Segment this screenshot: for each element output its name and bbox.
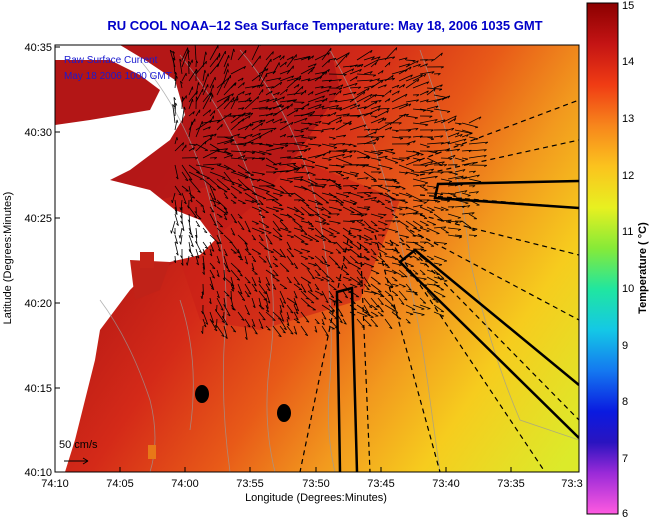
y-tick-label: 40:15 [24, 383, 52, 395]
transect-boxes [335, 179, 579, 472]
map-title: RU COOL NOAA–12 Sea Surface Temperature:… [107, 18, 543, 33]
x-tick-label: 73:50 [302, 478, 330, 490]
x-axis-label: Longitude (Degrees:Minutes) [245, 492, 387, 504]
temperature-colorbar [586, 2, 619, 515]
colorbar-tick: 9 [622, 340, 628, 352]
map-frame [54, 44, 580, 473]
raritan-bay-water [55, 60, 160, 125]
y-axis-tick-labels: 40:35 40:30 40:25 40:20 40:15 40:10 [24, 42, 52, 479]
station-marker-1 [195, 385, 209, 403]
colorbar-tick: 15 [622, 0, 634, 12]
y-axis-label: Latitude (Degrees:Minutes) [2, 192, 14, 325]
colorbar-tick-labels: 15 14 13 12 11 10 9 8 7 6 [622, 0, 634, 519]
y-tick-label: 40:20 [24, 298, 52, 310]
legend-line-1: Raw Surface Current [64, 55, 158, 66]
x-tick-label: 73:55 [236, 478, 264, 490]
x-axis-tick-labels: 74:10 74:05 74:00 73:55 73:50 73:45 73:4… [41, 478, 582, 490]
map-area [55, 45, 579, 472]
y-axis-ticks [55, 46, 60, 473]
y-tick-label: 40:10 [24, 467, 52, 479]
colorbar-tick: 6 [622, 508, 628, 519]
x-tick-label: 74:00 [171, 478, 199, 490]
coastal-speck [148, 445, 156, 459]
x-tick-label: 73:3 [561, 478, 582, 490]
y-tick-label: 40:30 [24, 127, 52, 139]
x-tick-label: 73:35 [497, 478, 525, 490]
colorbar-tick: 12 [622, 170, 634, 182]
coastal-warm-patch [130, 260, 170, 300]
y-tick-label: 40:35 [24, 42, 52, 54]
colorbar-tick: 10 [622, 283, 634, 295]
colorbar-tick: 11 [622, 226, 633, 238]
colorbar-label: Temperature ( °C) [637, 222, 649, 314]
colorbar-tick: 13 [622, 113, 634, 125]
colorbar-tick: 8 [622, 396, 628, 408]
x-tick-label: 73:40 [432, 478, 460, 490]
colorbar-tick: 14 [622, 56, 634, 68]
radial-dashed-lines [299, 99, 579, 472]
x-tick-label: 74:10 [41, 478, 69, 490]
scale-arrow [64, 457, 89, 465]
x-axis-ticks [119, 467, 512, 472]
land-new-jersey [55, 45, 215, 472]
colorbar-tick: 7 [622, 453, 628, 465]
scale-label: 50 cm/s [59, 439, 98, 451]
coastal-speck [140, 252, 154, 268]
surface-current-vectors [169, 45, 489, 340]
x-tick-label: 74:05 [106, 478, 134, 490]
y-tick-label: 40:25 [24, 213, 52, 225]
legend-line-2: May 18 2006 1000 GMT [64, 71, 172, 82]
x-tick-label: 73:45 [367, 478, 395, 490]
station-marker-2 [277, 404, 291, 422]
